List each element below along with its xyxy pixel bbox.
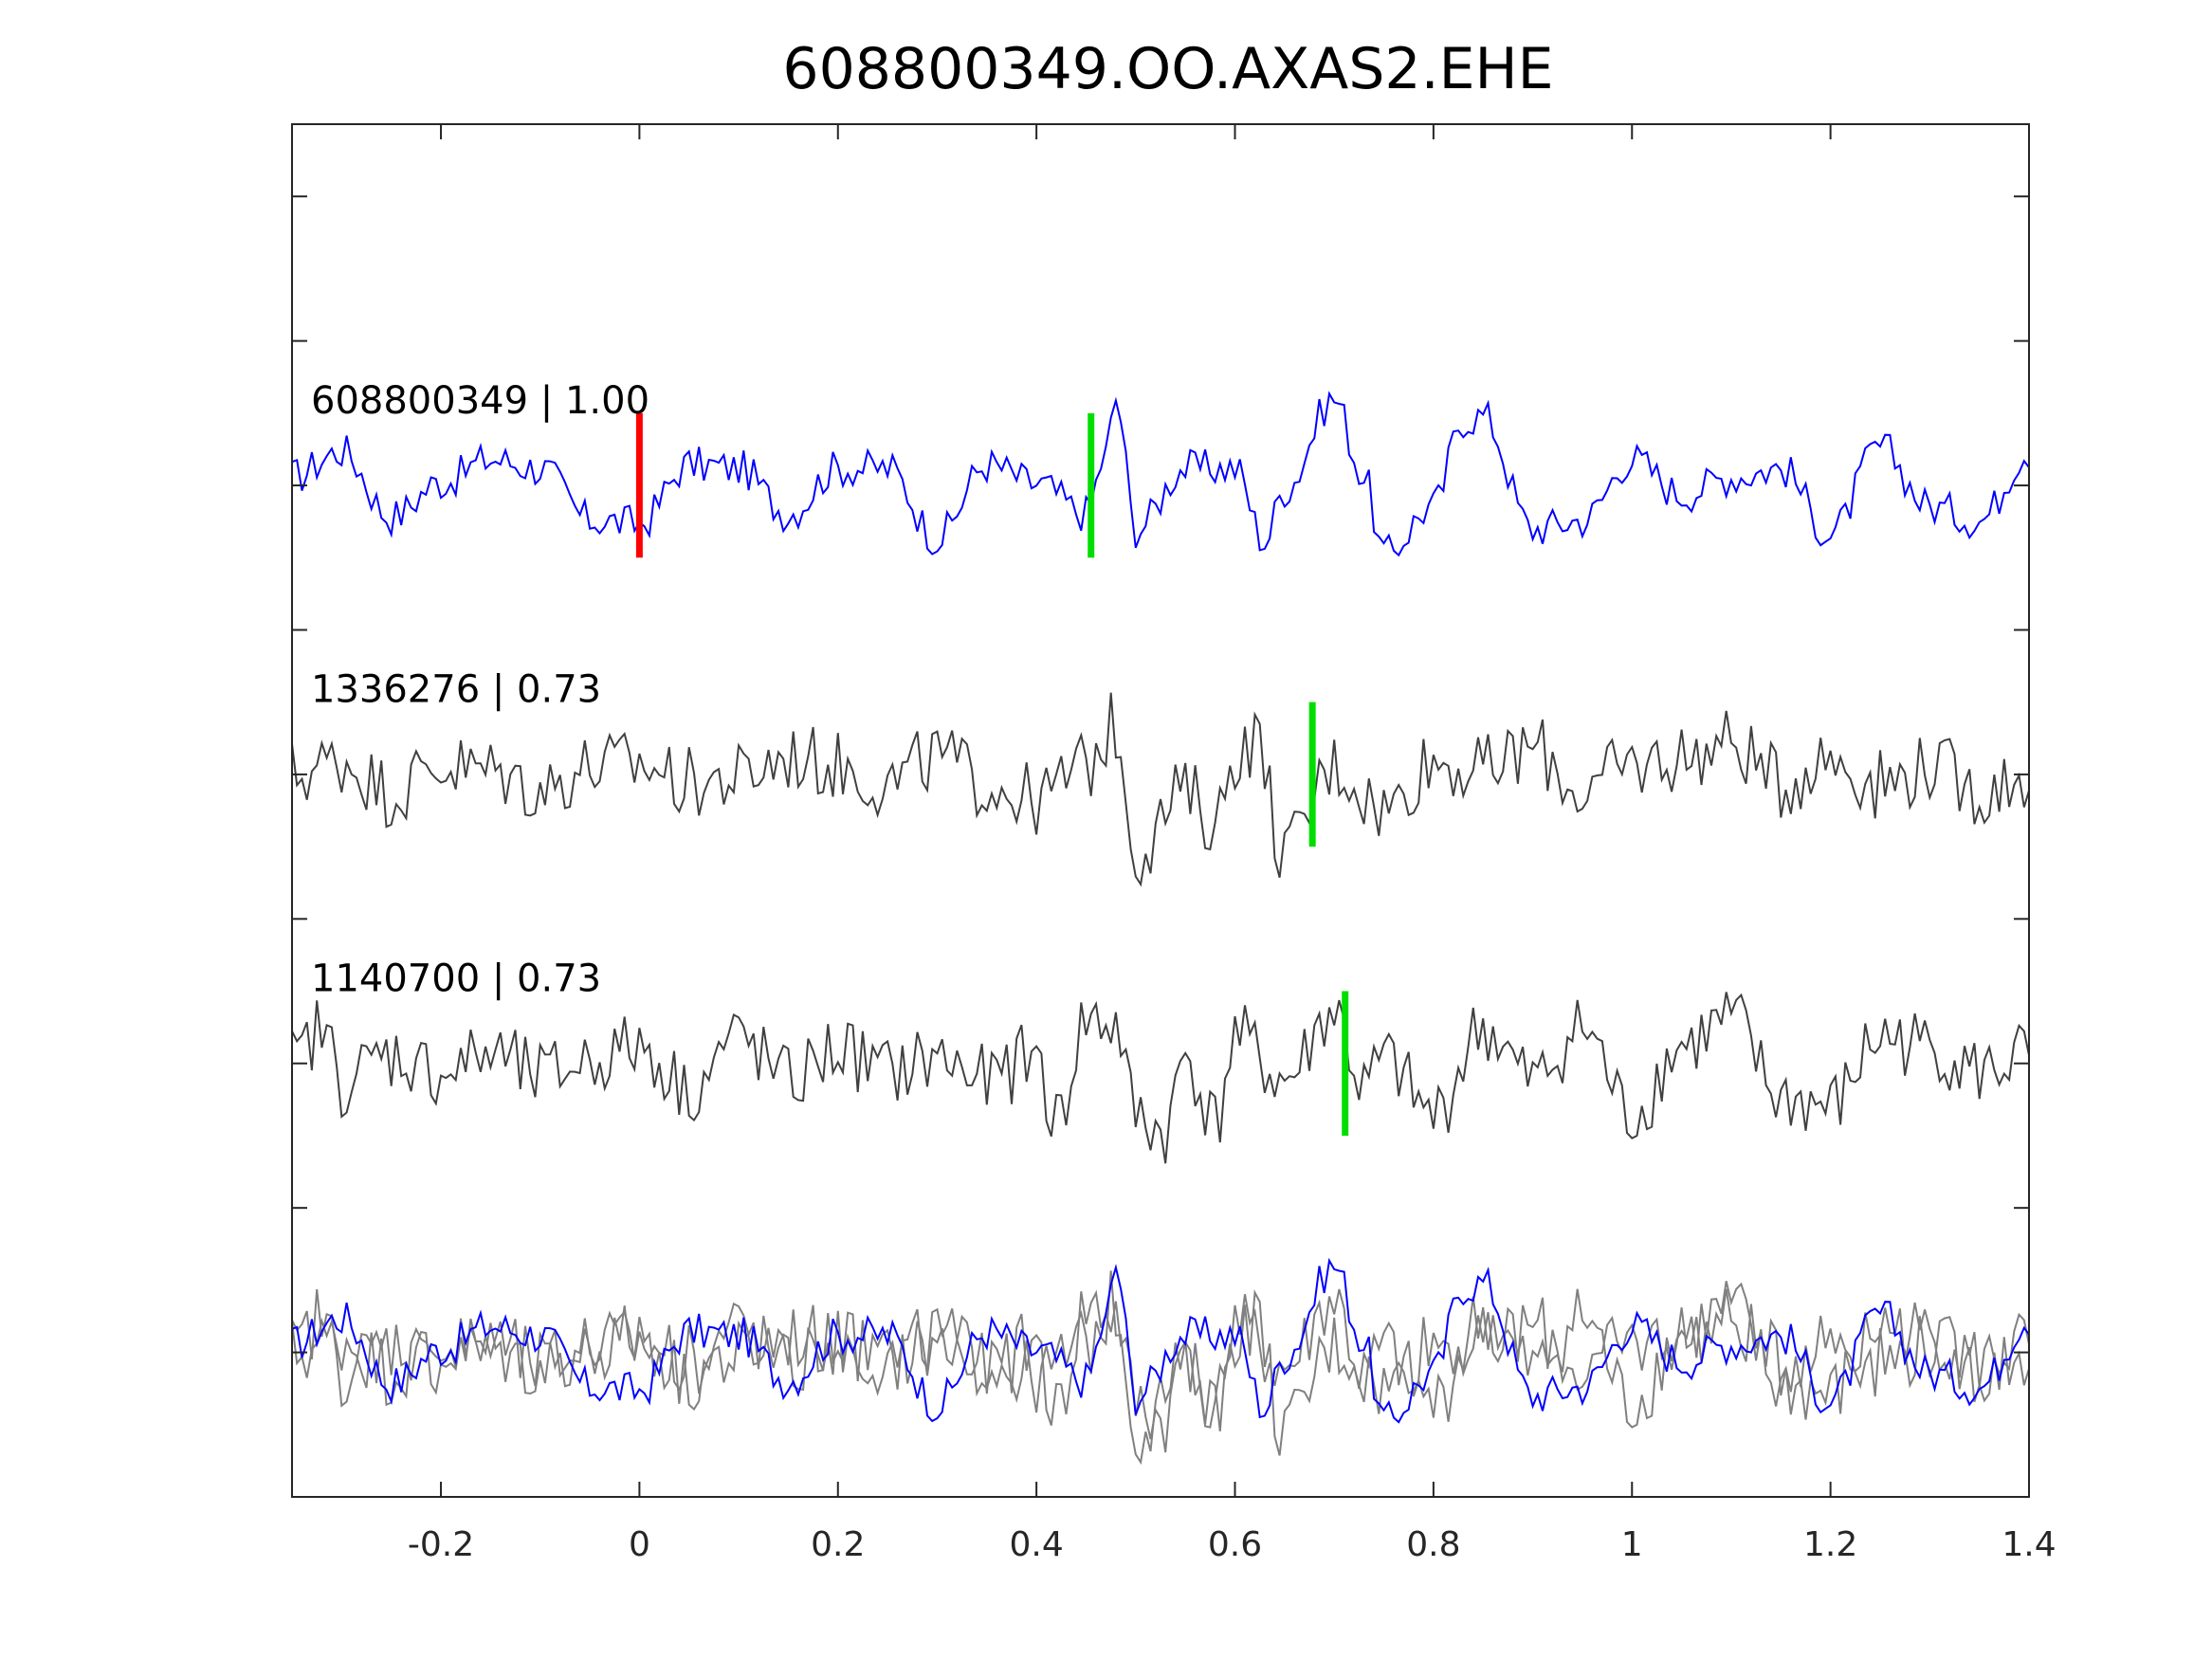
- x-tick-label-7: 1.2: [1803, 1525, 1857, 1564]
- trace-label-2: 1140700 | 0.73: [311, 957, 601, 1001]
- overlay-trace-0: [291, 1257, 2030, 1424]
- overlay-trace-2: [291, 1281, 2030, 1453]
- chart-title: 608800349.OO.AXAS2.EHE: [782, 36, 1553, 102]
- series-line-0: [291, 391, 2030, 557]
- axes-box: [292, 124, 2029, 1497]
- x-tick-label-8: 1.4: [2002, 1525, 2056, 1564]
- axes-frame: [291, 123, 2030, 1498]
- x-tick-label-3: 0.4: [1010, 1525, 1064, 1564]
- series-line-1: [291, 692, 2030, 887]
- x-tick-label-4: 0.6: [1208, 1525, 1262, 1564]
- ticks-layer: -0.2 0 0.2 0.4 0.6 0.8 1 1.2 1.4: [292, 124, 2057, 1564]
- x-tick-label-1: 0: [629, 1525, 650, 1564]
- x-tick-label-6: 1: [1621, 1525, 1643, 1564]
- x-tick-label-5: 0.8: [1406, 1525, 1460, 1564]
- picks-layer: [635, 412, 1349, 1136]
- trace-label-0: 608800349 | 1.00: [311, 379, 649, 423]
- trace-label-1: 1336276 | 0.73: [311, 668, 601, 712]
- x-tick-label-0: -0.2: [408, 1525, 474, 1564]
- x-tick-label-2: 0.2: [811, 1525, 865, 1564]
- series-line-2: [291, 992, 2030, 1164]
- traces-layer: [291, 391, 2030, 1466]
- labels-layer: 608800349 | 1.00 1336276 | 0.73 1140700 | …: [311, 379, 649, 1001]
